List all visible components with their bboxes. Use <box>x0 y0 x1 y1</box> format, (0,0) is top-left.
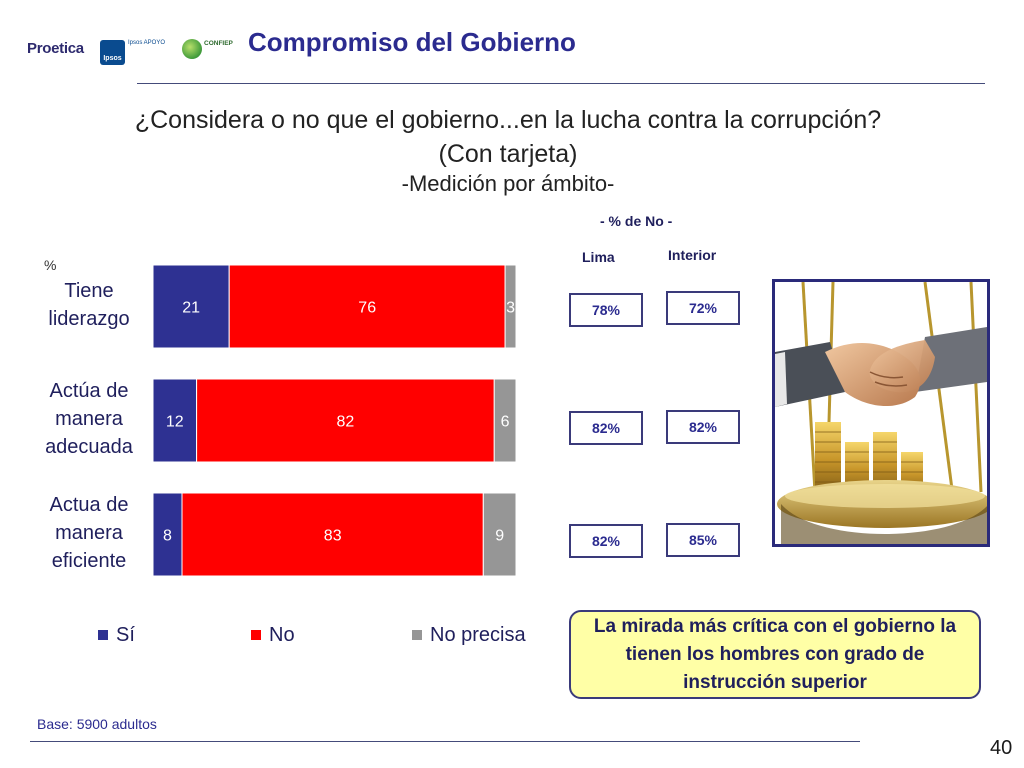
legend-item-no-precisa: No precisa <box>412 622 526 648</box>
interior-no-percent: 72% <box>666 291 740 325</box>
bar-segment-no-precisa <box>504 264 517 349</box>
bar-segment-no <box>181 492 484 577</box>
question-subtitle: -Medición por ámbito- <box>401 171 615 196</box>
legend-label-no: No <box>269 623 295 646</box>
bar-value-label: 6 <box>501 414 510 431</box>
bar-value-label: 3 <box>506 300 515 317</box>
key-finding-callout: La mirada más crítica con el gobierno la… <box>569 610 981 699</box>
base-note: Base: 5900 adultos <box>37 716 157 732</box>
confiep-logo-mark <box>182 39 202 59</box>
category-label-line: Tiene <box>64 280 114 302</box>
category-label-line: Actúa de <box>49 380 129 402</box>
lima-no-percent: 82% <box>569 524 643 558</box>
ipsos-logo: Ipsos <box>100 40 125 65</box>
bar-value-label: 76 <box>358 300 376 317</box>
bar-segment-si <box>152 378 198 463</box>
bar-segment-si <box>152 492 183 577</box>
ipsos-logo-text: Ipsos <box>103 55 122 62</box>
legend-swatch-si <box>98 630 108 640</box>
question-note: (Con tarjeta) <box>438 140 578 168</box>
page-title: Compromiso del Gobierno <box>248 27 576 57</box>
bar-segment-no-precisa <box>482 492 517 577</box>
bar-segment-no <box>196 378 495 463</box>
category-label-line: adecuada <box>45 436 133 458</box>
column-header-lima: Lima <box>582 249 615 265</box>
interior-no-percent: 82% <box>666 410 740 444</box>
bar-value-label: 12 <box>166 414 184 431</box>
question-block: ¿Considera o no que el gobierno...en la … <box>40 103 976 171</box>
legend-item-no: No <box>251 622 295 648</box>
question-text: ¿Considera o no que el gobierno...en la … <box>134 106 882 134</box>
category-label-line: eficiente <box>51 550 127 572</box>
legend-label-no-precisa: No precisa <box>430 623 526 646</box>
category-label-adecuada: Actúa de manera adecuada <box>30 377 148 461</box>
handshake-scale-illustration <box>775 282 987 544</box>
category-label-line: liderazgo <box>48 308 130 330</box>
bar-segment-si <box>152 264 230 349</box>
legend-item-si: Sí <box>98 622 135 648</box>
bar-value-label: 82 <box>337 414 355 431</box>
title-divider <box>137 83 985 84</box>
confiep-logo: CONFIEP <box>182 38 242 62</box>
ipsos-apoyo-logo-text: Ipsos APOYO <box>128 40 166 46</box>
interior-no-percent: 85% <box>666 523 740 557</box>
lima-no-percent: 82% <box>569 411 643 445</box>
bar-value-label: 9 <box>495 528 504 545</box>
legend-swatch-no <box>251 630 261 640</box>
bar-value-label: 8 <box>163 528 172 545</box>
category-label-line: manera <box>55 522 123 544</box>
ipsos-apoyo-logo: Ipsos APOYO <box>128 40 178 62</box>
category-label-line: manera <box>55 408 123 430</box>
proetica-logo-text: Proetica <box>27 40 84 57</box>
category-label-line: Actua de <box>49 494 129 516</box>
page-number: 40 <box>990 737 1013 759</box>
confiep-logo-text: CONFIEP <box>204 40 233 47</box>
footer-divider <box>30 741 860 742</box>
column-header-interior: Interior <box>668 247 717 263</box>
bar-segment-no-precisa <box>493 378 517 463</box>
lima-no-percent: 78% <box>569 293 643 327</box>
bar-segment-no <box>228 264 506 349</box>
bar-value-label: 83 <box>324 528 342 545</box>
chart-unit-label: % <box>44 257 57 273</box>
handshake-scale-photo <box>772 279 990 547</box>
legend-label-si: Sí <box>116 623 135 646</box>
proetica-logo: Proetica <box>27 40 89 66</box>
bar-value-label: 21 <box>182 300 200 317</box>
legend-swatch-no-precisa <box>412 630 422 640</box>
category-label-liderazgo: Tiene liderazgo <box>30 277 148 333</box>
category-label-eficiente: Actua de manera eficiente <box>30 491 148 575</box>
no-table-title: - % de No - <box>600 213 673 229</box>
